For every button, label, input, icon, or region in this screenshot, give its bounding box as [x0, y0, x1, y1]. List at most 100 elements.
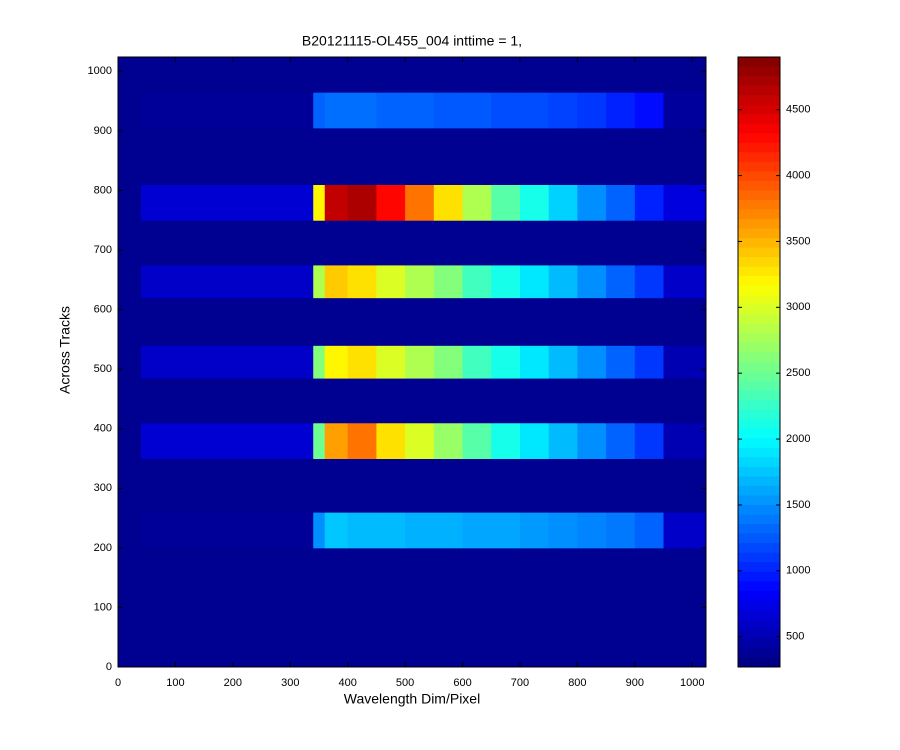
heatmap-cell: [462, 512, 492, 549]
heatmap-cell: [324, 220, 349, 266]
heatmap-cell: [519, 297, 550, 346]
heatmap-cell: [376, 547, 406, 668]
heatmap-cell: [324, 57, 349, 93]
heatmap-cell: [548, 345, 578, 379]
heatmap-cell: [324, 345, 349, 379]
colorbar-segment: [738, 504, 780, 515]
colorbar-segment: [738, 571, 780, 582]
heatmap-cell: [663, 127, 707, 185]
colorbar-segment: [738, 485, 780, 496]
y-axis-label: Across Tracks: [57, 306, 73, 394]
colorbar-segment: [738, 657, 780, 668]
heatmap-cell: [313, 547, 326, 668]
colorbar-segment: [738, 180, 780, 191]
heatmap-cell: [433, 297, 464, 346]
heatmap-cell: [663, 422, 707, 460]
heatmap-cell: [634, 547, 665, 668]
heatmap-cell: [519, 547, 550, 668]
heatmap-cell: [577, 57, 607, 93]
colorbar-segment: [738, 390, 780, 401]
heatmap-cell: [663, 345, 707, 379]
heatmap-cell: [548, 378, 578, 424]
colorbar-segment: [738, 114, 780, 125]
heatmap-cell: [324, 378, 349, 424]
heatmap-cell: [491, 512, 521, 549]
heatmap-cell: [606, 184, 636, 221]
colorbar-segment: [738, 285, 780, 296]
colorbar-segment: [738, 419, 780, 430]
heatmap-cell: [634, 422, 665, 460]
colorbar-segment: [738, 123, 780, 134]
colorbar-segment: [738, 247, 780, 258]
heatmap-cell: [548, 92, 578, 129]
heatmap-cell: [324, 422, 349, 460]
heatmap-cell: [313, 264, 326, 299]
y-tick-label: 300: [94, 482, 112, 494]
heatmap-cell: [606, 297, 636, 346]
heatmap-cell: [433, 547, 464, 668]
heatmap-cell: [577, 92, 607, 129]
colorbar-tick-label: 2000: [786, 433, 810, 445]
colorbar-segment: [738, 581, 780, 592]
heatmap-cell: [118, 345, 142, 379]
heatmap-cell: [606, 422, 636, 460]
colorbar-segment: [738, 543, 780, 554]
colorbar-segment: [738, 400, 780, 411]
heatmap-cell: [491, 220, 521, 266]
y-tick-label: 600: [94, 303, 112, 315]
heatmap-cell: [140, 220, 314, 266]
colorbar-segment: [738, 457, 780, 468]
heatmap-cell: [313, 512, 326, 549]
heatmap-cell: [577, 458, 607, 513]
heatmap-cell: [577, 512, 607, 549]
heatmap-cell: [548, 547, 578, 668]
heatmap-cell: [491, 345, 521, 379]
heatmap-cell: [347, 378, 377, 424]
x-tick-label: 400: [339, 677, 357, 689]
heatmap-cell: [491, 92, 521, 129]
heatmap-cell: [313, 184, 326, 221]
heatmap-cell: [634, 378, 665, 424]
heatmap-cell: [405, 92, 435, 129]
heatmap-cell: [519, 184, 550, 221]
heatmap-cell: [433, 184, 464, 221]
heatmap-cell: [663, 297, 707, 346]
heatmap-cell: [491, 57, 521, 93]
heatmap-cell: [347, 345, 377, 379]
heatmap-cell: [324, 184, 349, 221]
heatmap-cell: [634, 297, 665, 346]
colorbar-segment: [738, 66, 780, 77]
heatmap-cell: [606, 547, 636, 668]
chart-title: B20121115-OL455_004 inttime = 1,: [302, 33, 522, 49]
heatmap-cell: [548, 264, 578, 299]
heatmap-cell: [313, 92, 326, 129]
y-tick-label: 1000: [88, 65, 112, 77]
x-tick-label: 800: [568, 677, 586, 689]
heatmap-cell: [663, 92, 707, 129]
heatmap-cell: [324, 92, 349, 129]
heatmap-cell: [577, 127, 607, 185]
heatmap-cell: [577, 184, 607, 221]
heatmap-cell: [519, 57, 550, 93]
heatmap-cell: [347, 458, 377, 513]
heatmap-cell: [663, 220, 707, 266]
heatmap-cell: [548, 458, 578, 513]
colorbar-segment: [738, 381, 780, 392]
colorbar-segment: [738, 438, 780, 449]
colorbar-tick-label: 2500: [786, 367, 810, 379]
colorbar-segment: [738, 152, 780, 163]
heatmap-cell: [491, 422, 521, 460]
heatmap-cell: [347, 422, 377, 460]
heatmap-cell: [519, 378, 550, 424]
y-tick-label: 200: [94, 542, 112, 554]
heatmap-cell: [606, 345, 636, 379]
heatmap-cell: [376, 57, 406, 93]
y-tick-label: 900: [94, 125, 112, 137]
heatmap-cell: [140, 547, 314, 668]
heatmap-cell: [118, 297, 142, 346]
heatmap-cell: [347, 297, 377, 346]
colorbar-segment: [738, 409, 780, 420]
heatmap-cell: [140, 512, 314, 549]
colorbar-segment: [738, 104, 780, 115]
colorbar-segment: [738, 295, 780, 306]
